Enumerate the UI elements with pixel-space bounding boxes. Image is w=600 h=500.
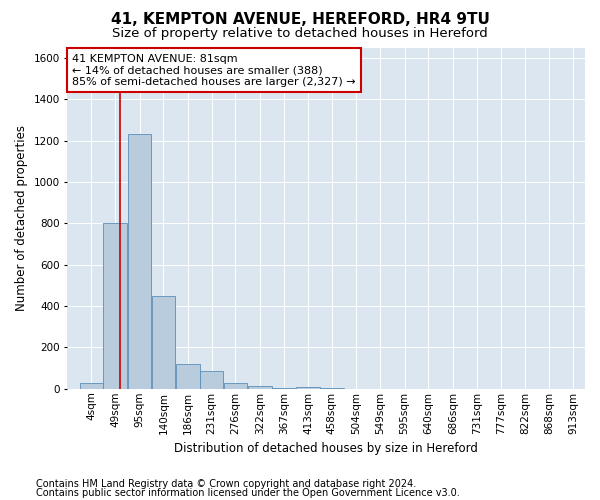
Bar [176,364,200,389]
Bar [200,371,223,389]
Bar [80,382,103,389]
Bar [224,382,247,389]
Bar [296,387,320,389]
Bar [128,134,151,389]
X-axis label: Distribution of detached houses by size in Hereford: Distribution of detached houses by size … [174,442,478,455]
Bar [248,386,272,389]
Bar [272,388,295,389]
Y-axis label: Number of detached properties: Number of detached properties [15,125,28,311]
Bar [320,388,344,389]
Text: Contains HM Land Registry data © Crown copyright and database right 2024.: Contains HM Land Registry data © Crown c… [36,479,416,489]
Text: 41 KEMPTON AVENUE: 81sqm
← 14% of detached houses are smaller (388)
85% of semi-: 41 KEMPTON AVENUE: 81sqm ← 14% of detach… [72,54,356,87]
Text: Size of property relative to detached houses in Hereford: Size of property relative to detached ho… [112,28,488,40]
Bar [152,296,175,389]
Text: Contains public sector information licensed under the Open Government Licence v3: Contains public sector information licen… [36,488,460,498]
Bar [103,224,127,389]
Text: 41, KEMPTON AVENUE, HEREFORD, HR4 9TU: 41, KEMPTON AVENUE, HEREFORD, HR4 9TU [110,12,490,28]
